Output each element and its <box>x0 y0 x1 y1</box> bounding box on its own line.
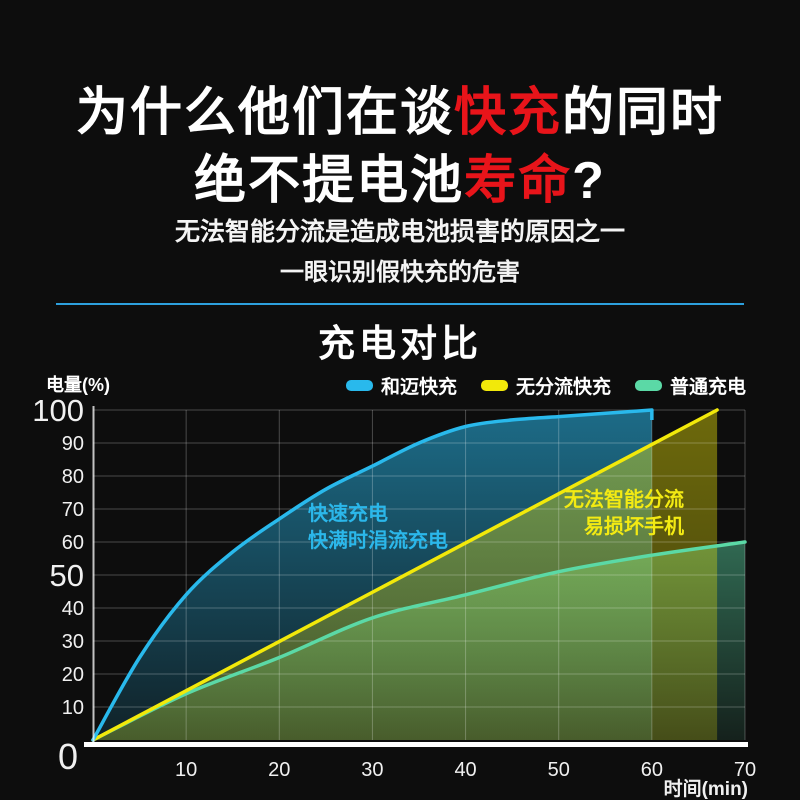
x-tick-label: 20 <box>268 759 290 781</box>
annotation-line: 快满时涓流充电 <box>308 530 448 552</box>
x-tick-label: 70 <box>734 759 756 781</box>
annotation-no-split-harm: 无法智能分流 易损坏手机 <box>564 487 684 541</box>
y-tick-label: 70 <box>62 499 84 521</box>
legend-item-no-split-fast: 无分流快充 <box>480 372 611 399</box>
chart-section-title: 充电对比 <box>318 323 482 364</box>
annotation-line: 无法智能分流 <box>564 489 684 511</box>
series-line-2 <box>91 540 747 742</box>
title-segment: ? <box>572 152 606 210</box>
title-segment: 寿命 <box>464 152 573 210</box>
y-tick-label: 60 <box>62 532 84 554</box>
title-segment: 为什么他们在谈 <box>75 84 454 142</box>
legend-item-hemai-fast: 和迈快充 <box>345 372 457 399</box>
title-segment: 的同时 <box>562 84 725 142</box>
title-segment: 快充 <box>453 84 562 142</box>
annotation-line: 快速充电 <box>308 503 388 525</box>
y-tick-label: 20 <box>62 664 84 686</box>
y-tick-label: 50 <box>50 558 84 593</box>
x-tick-label: 60 <box>641 759 663 781</box>
main-title-line1: 为什么他们在谈快充的同时 <box>0 70 800 145</box>
annotation-line: 易损坏手机 <box>584 516 684 538</box>
chart-svg: 10 20 30 40 50 60 70 80 90 100 10 20 30 40 50 60 70 0 时间(m… <box>32 393 756 800</box>
legend-label: 无分流快充 <box>515 377 611 398</box>
y-tick-label: 80 <box>62 466 84 488</box>
subtitle-line2: 一眼识别假快充的危害 <box>280 259 520 286</box>
y-tick-label: 90 <box>62 433 84 455</box>
x-axis-title: 时间(min) <box>664 778 748 800</box>
chart-legend: 和迈快充 无分流快充 普通充电 <box>345 372 746 399</box>
x-tick-label: 30 <box>361 759 383 781</box>
legend-swatch-green <box>634 380 662 391</box>
x-axis-line <box>84 742 748 747</box>
x-tick-label: 50 <box>548 759 570 781</box>
subtitle-line1: 无法智能分流是造成电池损害的原因之一 <box>174 218 625 246</box>
x-tick-label: 10 <box>175 759 197 781</box>
legend-item-normal: 普通充电 <box>634 372 746 399</box>
series-line-1 <box>91 408 719 742</box>
series-line-0 <box>91 408 654 742</box>
y-tick-label: 30 <box>62 631 84 653</box>
legend-label: 和迈快充 <box>380 377 457 398</box>
y-tick-label: 100 <box>32 393 84 428</box>
legend-swatch-blue <box>345 380 373 391</box>
legend-swatch-yellow <box>480 380 508 391</box>
title-segment: 绝不提电池 <box>194 152 465 210</box>
annotation-fast-charge: 快速充电 快满时涓流充电 <box>308 501 448 555</box>
main-title-line2: 绝不提电池寿命? <box>0 138 800 213</box>
y-axis-title: 电量(%) <box>46 375 110 395</box>
x-tick-label: 40 <box>454 759 476 781</box>
origin-tick-label: 0 <box>58 736 78 777</box>
y-tick-label: 40 <box>62 598 84 620</box>
y-tick-label: 10 <box>62 697 84 719</box>
legend-label: 普通充电 <box>669 377 746 398</box>
divider-line <box>56 303 744 305</box>
